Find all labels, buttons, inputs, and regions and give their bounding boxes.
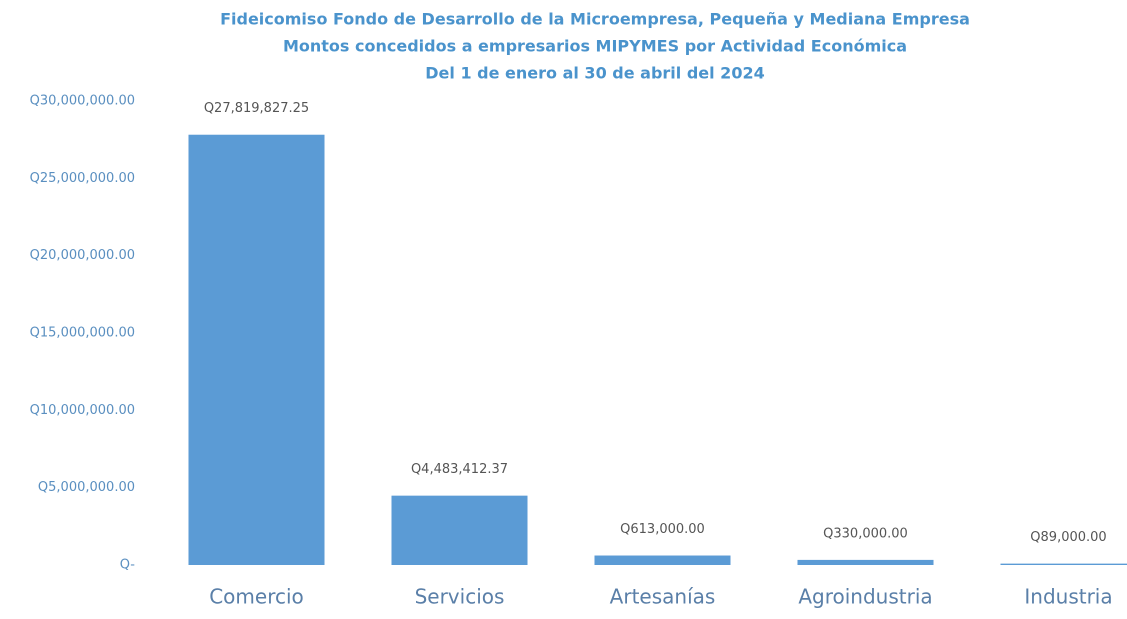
bar	[391, 495, 528, 565]
x-tick-label: Servicios	[415, 585, 505, 609]
bar	[188, 134, 325, 565]
y-tick-label: Q20,000,000.00	[30, 248, 135, 263]
value-label: Q330,000.00	[823, 526, 908, 541]
bar	[797, 559, 934, 565]
bar	[594, 555, 731, 565]
x-tick-label: Artesanías	[610, 585, 716, 609]
x-tick-label: Industria	[1024, 585, 1112, 609]
chart-title: Fideicomiso Fondo de Desarrollo de la Mi…	[220, 10, 970, 29]
chart-title: Del 1 de enero al 30 de abril del 2024	[425, 64, 764, 83]
value-label: Q4,483,412.37	[411, 462, 508, 477]
y-tick-label: Q30,000,000.00	[30, 94, 135, 109]
value-label: Q613,000.00	[620, 522, 705, 537]
value-label: Q27,819,827.25	[204, 101, 309, 116]
bar	[1000, 563, 1127, 565]
y-tick-label: Q25,000,000.00	[30, 171, 135, 186]
y-tick-label: Q-	[120, 558, 136, 573]
y-tick-label: Q10,000,000.00	[30, 403, 135, 418]
x-tick-label: Agroindustria	[798, 585, 932, 609]
y-tick-label: Q5,000,000.00	[38, 480, 135, 495]
y-tick-label: Q15,000,000.00	[30, 326, 135, 341]
value-label: Q89,000.00	[1030, 530, 1106, 545]
chart-title: Montos concedidos a empresarios MIPYMES …	[283, 37, 907, 56]
x-tick-label: Comercio	[209, 585, 304, 609]
